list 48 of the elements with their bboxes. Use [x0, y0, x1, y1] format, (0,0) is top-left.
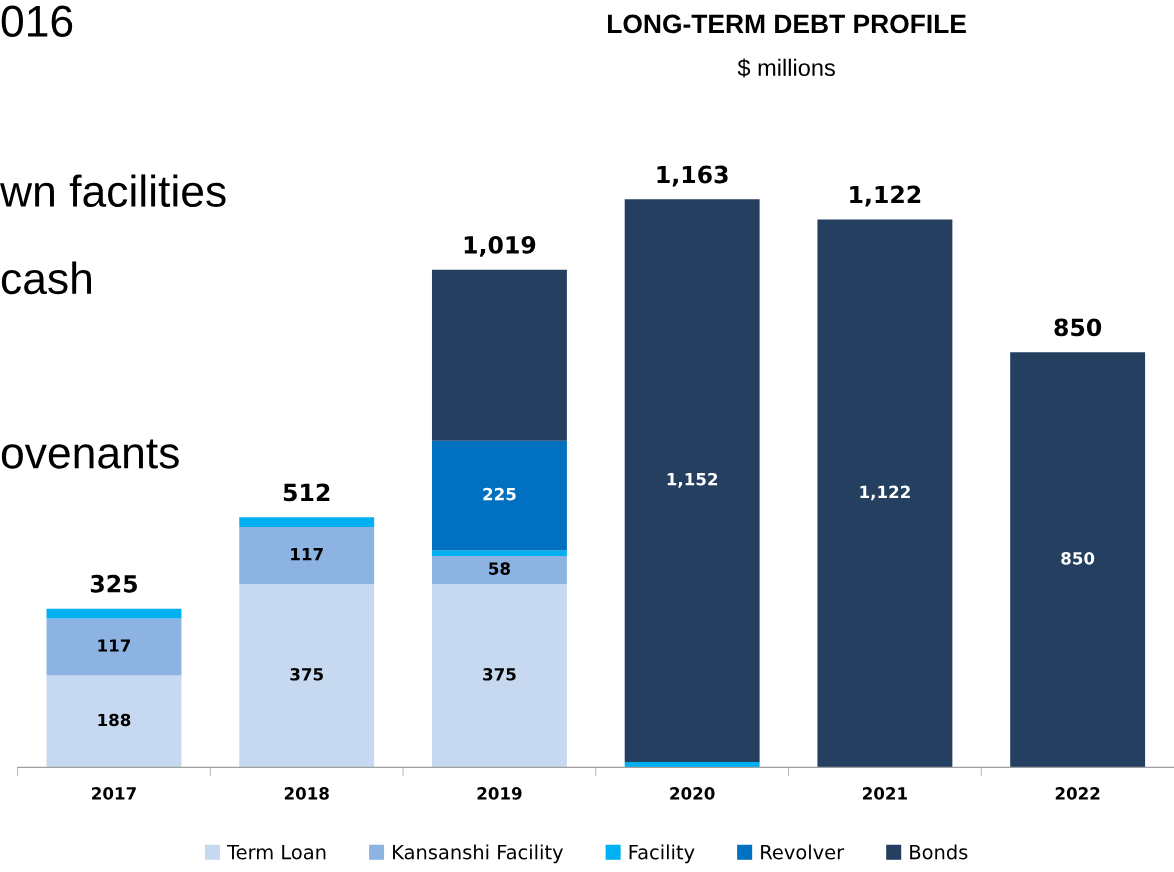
total-label: 850	[1054, 318, 1102, 337]
chart-title: LONG-TERM DEBT PROFILE	[608, 14, 966, 34]
data-label: 58	[489, 562, 510, 575]
bar	[624, 761, 760, 768]
total-label: 1,163	[657, 165, 728, 187]
legend-label: Bonds	[910, 844, 968, 860]
data-label: 188	[98, 713, 131, 727]
bar	[431, 269, 567, 441]
data-label: 117	[98, 639, 131, 652]
total-label: 1,122	[850, 185, 921, 207]
bar	[431, 550, 567, 556]
bar	[817, 219, 953, 768]
text: 016	[1, 5, 73, 38]
bar	[431, 555, 567, 585]
legend-label: Revolver	[761, 844, 845, 860]
bar	[431, 440, 567, 551]
data-label: 375	[483, 668, 516, 681]
data-label: 850	[1061, 552, 1095, 565]
total-label: 512	[283, 483, 330, 502]
total-label: 1,019	[464, 235, 536, 257]
x-tick-label: 2020	[670, 787, 715, 800]
data-label: 375	[290, 668, 323, 681]
bar	[46, 608, 182, 619]
x-tick-label: 2017	[92, 787, 136, 800]
annotation: cash	[1, 261, 91, 295]
bar	[239, 517, 375, 528]
data-label: 117	[291, 548, 323, 561]
chart-subtitle: $ millions	[737, 58, 835, 78]
total-label: 325	[90, 574, 137, 593]
x-tick-label: 2022	[1055, 787, 1100, 800]
annotation: wn facilities	[0, 174, 226, 208]
bar	[239, 527, 375, 585]
annotation: ovenants	[1, 439, 179, 469]
data-label: 225	[483, 487, 516, 501]
x-tick-label: 2021	[863, 787, 907, 800]
bar	[239, 584, 375, 768]
legend-label: Kansanshi Facility	[393, 844, 563, 864]
bar	[431, 584, 567, 768]
data-label: 1,152	[667, 472, 718, 488]
bar	[624, 199, 760, 762]
data-label: 1,122	[860, 485, 910, 501]
x-tick-label: 2018	[284, 787, 329, 800]
x-tick-label: 2019	[477, 787, 522, 800]
legend-label: Facility	[629, 844, 695, 864]
bar	[46, 675, 182, 768]
bar	[46, 618, 182, 676]
bar	[1010, 352, 1146, 768]
legend-label: Term Loan	[227, 845, 326, 860]
